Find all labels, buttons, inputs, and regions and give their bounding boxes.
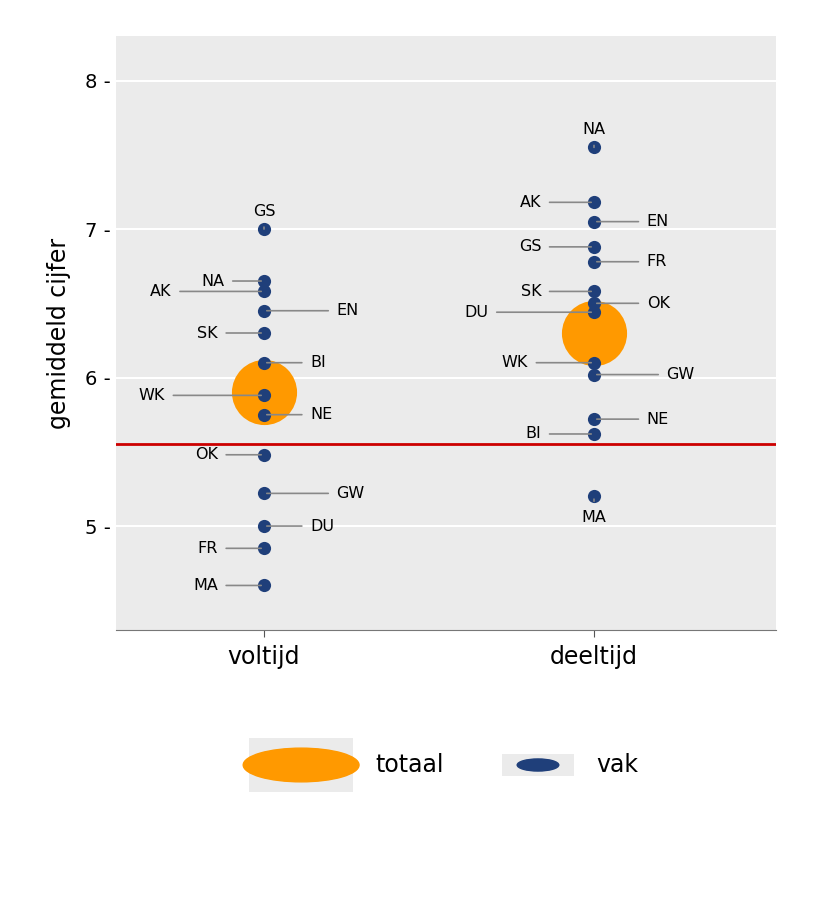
Point [257,518,271,533]
Point [257,303,271,318]
Point [257,326,271,340]
Point [257,408,271,422]
Point [587,214,601,229]
Bar [249,738,353,792]
Point [257,541,271,555]
Circle shape [517,759,559,771]
Point [257,579,271,593]
Text: MA: MA [193,578,262,593]
Point [257,447,271,462]
Text: GS: GS [252,203,276,230]
Point [587,489,601,503]
Point [257,388,271,402]
Text: totaal: totaal [375,753,444,777]
Point [257,486,271,500]
Text: SK: SK [197,326,262,340]
Text: DU: DU [464,305,592,320]
Point [587,255,601,269]
Text: FR: FR [596,254,667,269]
Y-axis label: gemiddeld cijfer: gemiddeld cijfer [47,238,71,428]
Text: BI: BI [526,427,592,442]
Text: DU: DU [266,518,334,534]
Bar [502,754,574,776]
Text: FR: FR [197,541,262,556]
Text: BI: BI [266,356,326,370]
Text: OK: OK [596,296,670,310]
Point [587,296,601,310]
Text: AK: AK [150,284,262,299]
Point [587,140,601,155]
Point [587,195,601,210]
Point [257,356,271,370]
Point [587,326,601,340]
Text: NA: NA [201,274,262,289]
Text: MA: MA [582,500,606,525]
Text: SK: SK [521,284,592,299]
Text: WK: WK [502,356,592,370]
Point [587,305,601,320]
Text: vak: vak [596,753,639,777]
Point [257,385,271,400]
Text: NE: NE [266,407,332,422]
Text: NA: NA [582,122,606,148]
Point [587,284,601,299]
Text: GS: GS [519,239,592,255]
Text: EN: EN [596,214,669,230]
Point [257,284,271,299]
Point [587,367,601,382]
Point [587,356,601,370]
Text: AK: AK [520,194,592,210]
Point [587,412,601,427]
Circle shape [243,748,359,782]
Text: EN: EN [266,303,359,319]
Text: NE: NE [596,411,669,427]
Point [587,427,601,441]
Text: OK: OK [195,447,262,463]
Point [257,274,271,288]
Point [257,222,271,237]
Text: GW: GW [596,367,695,382]
Text: GW: GW [266,486,365,501]
Point [587,239,601,254]
Text: WK: WK [139,388,262,403]
